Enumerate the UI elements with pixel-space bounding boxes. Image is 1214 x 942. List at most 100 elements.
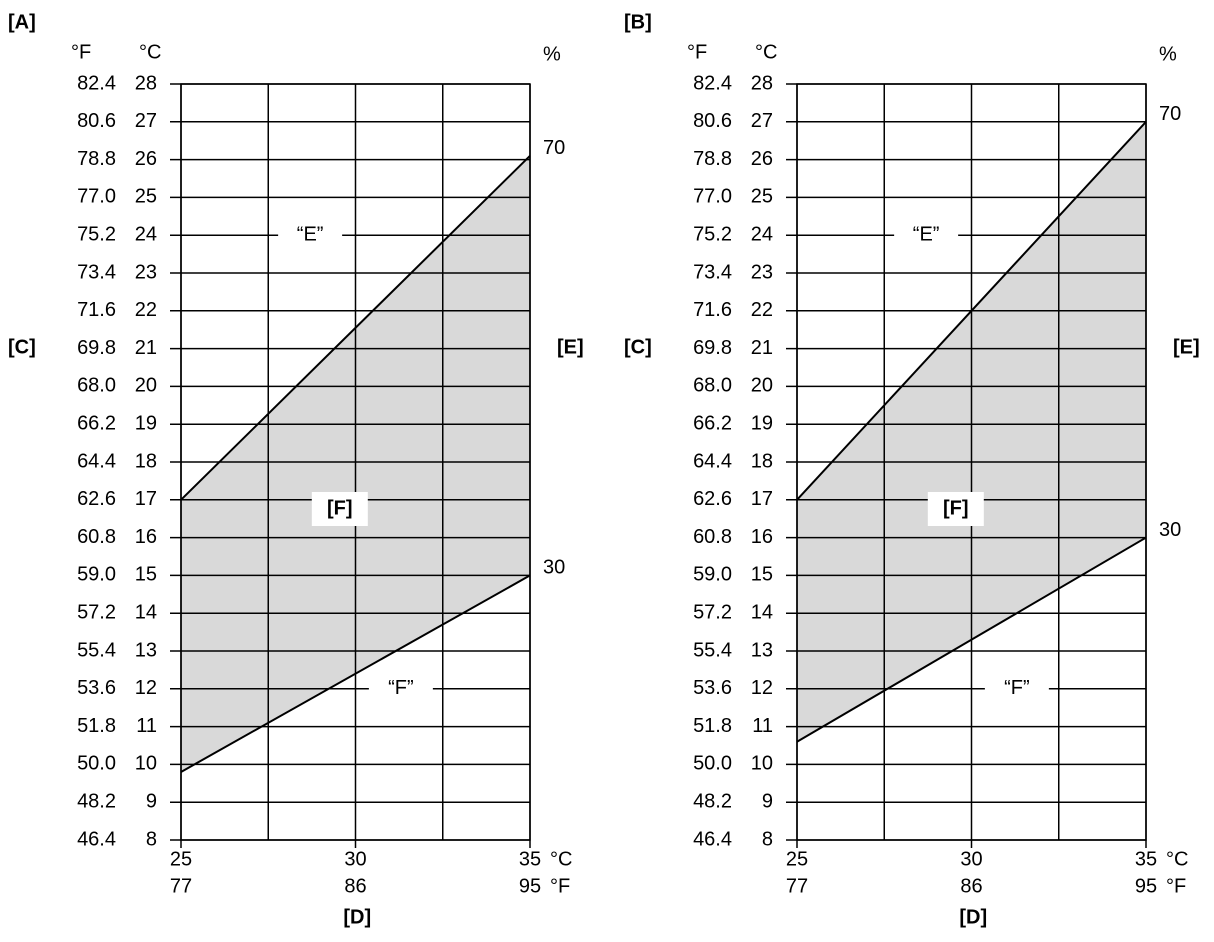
panel-label: [B]	[624, 11, 652, 33]
line-label: “E”	[297, 223, 324, 245]
y-tick-label: 9	[762, 790, 773, 812]
y2-tick-label: 68.0	[693, 375, 732, 397]
y-tick-label: 8	[146, 828, 157, 850]
x-tick-label: 25	[786, 848, 808, 870]
y-tick-label: 13	[135, 639, 157, 661]
y-tick-label: 28	[751, 72, 773, 94]
x2-tick-label: 77	[786, 875, 808, 897]
y2-tick-label: 80.6	[693, 110, 732, 132]
label-bg	[278, 223, 343, 248]
x-tick-label: 25	[170, 848, 192, 870]
series-name: 30	[1159, 519, 1181, 541]
y2-tick-label: 73.4	[693, 261, 732, 283]
right-label: [E]	[557, 336, 584, 358]
y-tick-label: 13	[751, 639, 773, 661]
y-tick-label: 21	[135, 337, 157, 359]
series-name: 70	[543, 137, 565, 159]
y-label: [C]	[8, 336, 36, 358]
y-label: [C]	[624, 336, 652, 358]
y-unit: °C	[139, 41, 161, 63]
y-tick-label: 26	[751, 148, 773, 170]
x2-unit: °F	[550, 875, 570, 897]
y2-tick-label: 48.2	[77, 790, 116, 812]
y2-tick-label: 57.2	[77, 601, 116, 623]
y2-tick-label: 75.2	[77, 223, 116, 245]
y-tick-label: 25	[135, 186, 157, 208]
y-tick-label: 17	[135, 488, 157, 510]
y-tick-label: 10	[135, 753, 157, 775]
y2-tick-label: 60.8	[77, 526, 116, 548]
x2-tick-label: 86	[960, 875, 982, 897]
y-tick-label: 23	[135, 261, 157, 283]
y-tick-label: 18	[751, 450, 773, 472]
x-tick-label: 35	[519, 848, 541, 870]
y-tick-label: 19	[135, 412, 157, 434]
band-label: [F]	[327, 497, 353, 519]
y2-tick-label: 66.2	[693, 412, 732, 434]
y2-tick-label: 59.0	[77, 564, 116, 586]
y-unit: °C	[755, 41, 777, 63]
y2-tick-label: 77.0	[77, 186, 116, 208]
x-label: [D]	[959, 906, 987, 928]
y-tick-label: 10	[751, 753, 773, 775]
label-bg	[927, 492, 984, 526]
x-unit: °C	[550, 848, 572, 870]
right-label: [E]	[1173, 336, 1200, 358]
x2-tick-label: 77	[170, 875, 192, 897]
y2-tick-label: 64.4	[77, 450, 116, 472]
y2-tick-label: 55.4	[77, 639, 116, 661]
y2-tick-label: 69.8	[693, 337, 732, 359]
y2-tick-label: 69.8	[77, 337, 116, 359]
series-name: 30	[543, 557, 565, 579]
y-tick-label: 20	[135, 375, 157, 397]
band-label: [F]	[943, 497, 969, 519]
y2-tick-label: 50.0	[77, 753, 116, 775]
y-tick-label: 16	[751, 526, 773, 548]
y-tick-label: 16	[135, 526, 157, 548]
y-tick-label: 28	[135, 72, 157, 94]
y2-tick-label: 53.6	[77, 677, 116, 699]
right-unit: %	[543, 43, 561, 65]
plot-frame	[796, 83, 1147, 841]
x2-tick-label: 86	[344, 875, 366, 897]
y2-tick-label: 82.4	[693, 72, 732, 94]
y2-tick-label: 46.4	[693, 828, 732, 850]
y2-tick-label: 53.6	[693, 677, 732, 699]
y2-tick-label: 48.2	[693, 790, 732, 812]
line-label: “F”	[1004, 677, 1030, 699]
panel-label: [A]	[8, 11, 36, 33]
x2-tick-label: 95	[1135, 875, 1157, 897]
y2-tick-label: 73.4	[77, 261, 116, 283]
y-tick-label: 21	[751, 337, 773, 359]
y-tick-label: 12	[751, 677, 773, 699]
y2-tick-label: 77.0	[693, 186, 732, 208]
series-line	[180, 574, 531, 773]
y2-tick-label: 62.6	[693, 488, 732, 510]
series-line	[180, 155, 531, 501]
label-bg	[984, 676, 1049, 701]
y-tick-label: 27	[751, 110, 773, 132]
y2-tick-label: 55.4	[693, 639, 732, 661]
y2-tick-label: 71.6	[77, 299, 116, 321]
y2-unit: °F	[71, 41, 91, 63]
y2-tick-label: 75.2	[693, 223, 732, 245]
y2-tick-label: 64.4	[693, 450, 732, 472]
y2-tick-label: 51.8	[693, 715, 732, 737]
plot-frame	[180, 83, 531, 841]
label-bg	[368, 676, 433, 701]
y2-tick-label: 51.8	[77, 715, 116, 737]
series-line	[796, 121, 1147, 501]
y-tick-label: 24	[135, 223, 157, 245]
y-tick-label: 20	[751, 375, 773, 397]
y-tick-label: 23	[751, 261, 773, 283]
y-tick-label: 26	[135, 148, 157, 170]
y-tick-label: 14	[135, 601, 157, 623]
label-bg	[894, 223, 959, 248]
y2-tick-label: 78.8	[77, 148, 116, 170]
y-tick-label: 15	[751, 564, 773, 586]
y2-tick-label: 59.0	[693, 564, 732, 586]
series-line	[796, 536, 1147, 743]
x2-tick-label: 95	[519, 875, 541, 897]
x-unit: °C	[1166, 848, 1188, 870]
y-tick-label: 15	[135, 564, 157, 586]
